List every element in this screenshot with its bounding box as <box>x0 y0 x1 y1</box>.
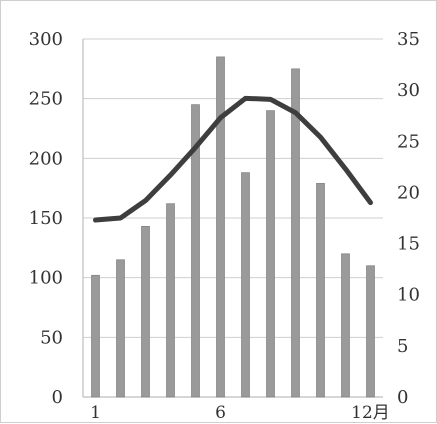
left-axis-tick-label: 150 <box>29 208 63 229</box>
left-axis-tick-label: 50 <box>40 327 63 348</box>
bar <box>217 57 225 397</box>
bar <box>367 266 375 397</box>
bar <box>242 173 250 397</box>
bar <box>117 260 125 397</box>
bar <box>142 226 150 397</box>
right-axis-tick-label: 5 <box>397 336 408 357</box>
x-axis-tick-label: 1 <box>90 403 101 423</box>
bar <box>342 254 350 397</box>
right-axis-tick-label: 25 <box>397 131 420 152</box>
bar <box>317 183 325 397</box>
left-axis-tick-label: 200 <box>29 148 63 169</box>
right-axis-tick-label: 30 <box>397 80 420 101</box>
left-axis-tick-label: 300 <box>29 29 63 50</box>
bar <box>267 111 275 397</box>
left-axis-tick-label: 250 <box>29 89 63 110</box>
temperature-line <box>96 98 371 220</box>
right-axis-tick-label: 20 <box>397 182 420 203</box>
bar <box>92 275 100 397</box>
x-axis-tick-label: 6 <box>215 403 226 423</box>
right-axis-tick-label: 35 <box>397 29 420 50</box>
right-axis-tick-label: 15 <box>397 234 420 255</box>
left-axis-tick-label: 0 <box>52 387 63 408</box>
left-axis-tick-label: 100 <box>29 268 63 289</box>
x-axis-tick-label: 12月 <box>351 403 390 423</box>
right-axis-tick-label: 0 <box>397 387 408 408</box>
bar <box>167 204 175 397</box>
right-axis-tick-label: 10 <box>397 285 420 306</box>
